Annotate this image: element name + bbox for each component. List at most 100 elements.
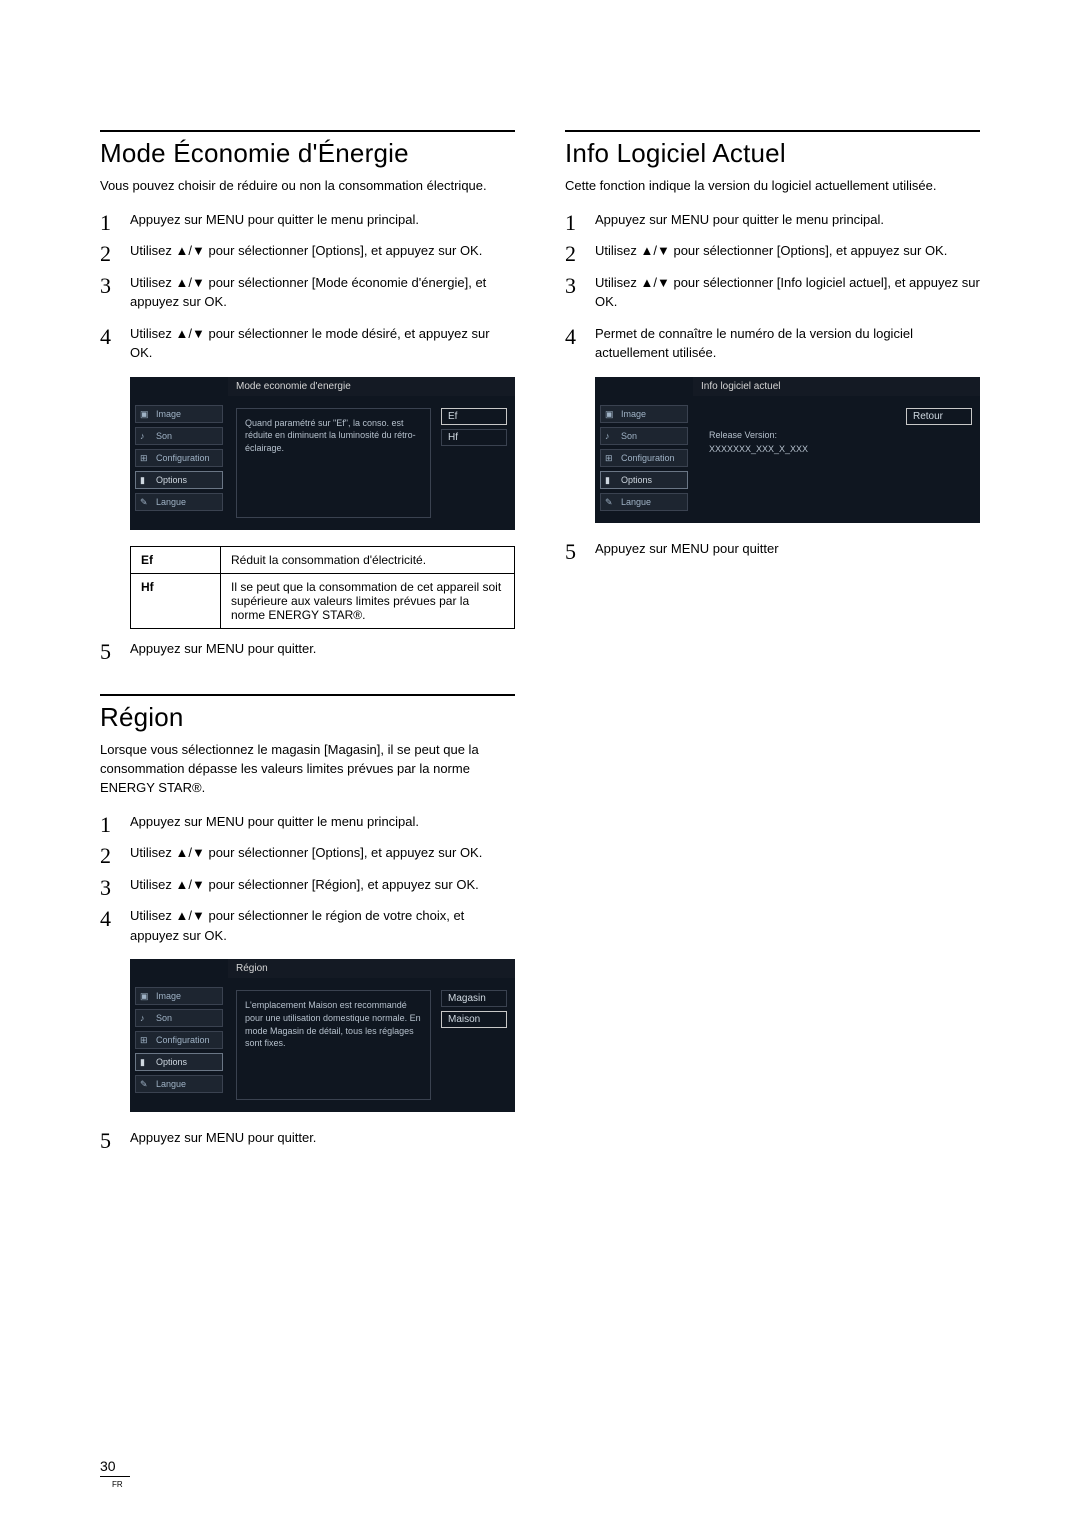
menu-header: Région bbox=[228, 959, 515, 978]
menu-item-config: ⊞Configuration bbox=[600, 449, 688, 467]
step: Utilisez ▲/▼ pour sélectionner [Info log… bbox=[565, 273, 980, 312]
table-val: Il se peut que la consommation de cet ap… bbox=[221, 573, 515, 628]
config-icon: ⊞ bbox=[605, 453, 617, 463]
table-val: Réduit la consommation d'électricité. bbox=[221, 546, 515, 573]
energy-menu-ui: ▣Image ♪Son ⊞Configuration ▮Options ✎Lan… bbox=[130, 377, 515, 530]
step: Utilisez ▲/▼ pour sélectionner [Options]… bbox=[100, 843, 515, 863]
menu-body: L'emplacement Maison est recommandé pour… bbox=[228, 978, 515, 1112]
section-info: Info Logiciel Actuel Cette fonction indi… bbox=[565, 130, 980, 558]
menu-body: Quand paramétré sur "Ef", la conso. est … bbox=[228, 396, 515, 530]
step: Utilisez ▲/▼ pour sélectionner [Options]… bbox=[100, 241, 515, 261]
config-icon: ⊞ bbox=[140, 453, 152, 463]
menu-header: Mode economie d'energie bbox=[228, 377, 515, 396]
step: Appuyez sur MENU pour quitter. bbox=[100, 639, 515, 659]
step: Permet de connaître le numéro de la vers… bbox=[565, 324, 980, 363]
menu-opts: Magasin Maison bbox=[441, 990, 507, 1100]
sound-icon: ♪ bbox=[140, 431, 152, 441]
step: Appuyez sur MENU pour quitter. bbox=[100, 1128, 515, 1148]
right-column: Info Logiciel Actuel Cette fonction indi… bbox=[565, 130, 980, 1162]
version-value: XXXXXXX_XXX_X_XXX bbox=[709, 442, 888, 456]
menu-opt-retour: Retour bbox=[906, 408, 972, 425]
menu-desc: Quand paramétré sur "Ef", la conso. est … bbox=[236, 408, 431, 518]
table-key: Hf bbox=[131, 573, 221, 628]
menu-opt: Magasin bbox=[441, 990, 507, 1007]
section-region: Région Lorsque vous sélectionnez le maga… bbox=[100, 694, 515, 1148]
rule bbox=[565, 130, 980, 132]
table-row: Hf Il se peut que la consommation de cet… bbox=[131, 573, 515, 628]
section-energy: Mode Économie d'Énergie Vous pouvez choi… bbox=[100, 130, 515, 658]
section-title: Info Logiciel Actuel bbox=[565, 138, 980, 169]
step: Appuyez sur MENU pour quitter le menu pr… bbox=[100, 812, 515, 832]
menu-opt: Ef bbox=[441, 408, 507, 425]
menu-opt: Hf bbox=[441, 429, 507, 446]
config-icon: ⊞ bbox=[140, 1035, 152, 1045]
menu-item-options: ▮Options bbox=[135, 471, 223, 489]
step: Appuyez sur MENU pour quitter bbox=[565, 539, 980, 559]
region-menu-ui: ▣Image ♪Son ⊞Configuration ▮Options ✎Lan… bbox=[130, 959, 515, 1112]
menu-item-image: ▣Image bbox=[135, 987, 223, 1005]
step: Utilisez ▲/▼ pour sélectionner [Options]… bbox=[565, 241, 980, 261]
step: Appuyez sur MENU pour quitter le menu pr… bbox=[565, 210, 980, 230]
step: Utilisez ▲/▼ pour sélectionner le mode d… bbox=[100, 324, 515, 363]
menu-item-image: ▣Image bbox=[135, 405, 223, 423]
menu-opt: Maison bbox=[441, 1011, 507, 1028]
menu-item-son: ♪Son bbox=[600, 427, 688, 445]
menu-item-langue: ✎Langue bbox=[135, 493, 223, 511]
section-intro: Cette fonction indique la version du log… bbox=[565, 177, 980, 196]
menu-item-langue: ✎Langue bbox=[135, 1075, 223, 1093]
menu-sidebar: ▣Image ♪Son ⊞Configuration ▮Options ✎Lan… bbox=[130, 959, 228, 1112]
menu-header: Info logiciel actuel bbox=[693, 377, 980, 396]
menu-main: Mode economie d'energie Quand paramétré … bbox=[228, 377, 515, 530]
page-lang: FR bbox=[112, 1480, 123, 1489]
section-title: Région bbox=[100, 702, 515, 733]
image-icon: ▣ bbox=[140, 991, 152, 1001]
image-icon: ▣ bbox=[140, 409, 152, 419]
menu-sidebar: ▣Image ♪Son ⊞Configuration ▮Options ✎Lan… bbox=[595, 377, 693, 523]
table-key: Ef bbox=[131, 546, 221, 573]
menu-item-config: ⊞Configuration bbox=[135, 1031, 223, 1049]
energy-table: Ef Réduit la consommation d'électricité.… bbox=[130, 546, 515, 629]
rule bbox=[100, 130, 515, 132]
menu-item-options: ▮Options bbox=[600, 471, 688, 489]
region-final-step: Appuyez sur MENU pour quitter. bbox=[100, 1128, 515, 1148]
step: Appuyez sur MENU pour quitter le menu pr… bbox=[100, 210, 515, 230]
version-label: Release Version: bbox=[709, 428, 888, 442]
energy-final-step: Appuyez sur MENU pour quitter. bbox=[100, 639, 515, 659]
info-final-step: Appuyez sur MENU pour quitter bbox=[565, 539, 980, 559]
menu-item-son: ♪Son bbox=[135, 427, 223, 445]
section-intro: Vous pouvez choisir de réduire ou non la… bbox=[100, 177, 515, 196]
menu-desc: L'emplacement Maison est recommandé pour… bbox=[236, 990, 431, 1100]
menu-sidebar: ▣Image ♪Son ⊞Configuration ▮Options ✎Lan… bbox=[130, 377, 228, 530]
options-icon: ▮ bbox=[140, 475, 152, 485]
lang-icon: ✎ bbox=[140, 497, 152, 507]
energy-steps: Appuyez sur MENU pour quitter le menu pr… bbox=[100, 210, 515, 363]
section-title: Mode Économie d'Énergie bbox=[100, 138, 515, 169]
page-number: 30 bbox=[100, 1458, 130, 1477]
lang-icon: ✎ bbox=[140, 1079, 152, 1089]
lang-icon: ✎ bbox=[605, 497, 617, 507]
section-intro: Lorsque vous sélectionnez le magasin [Ma… bbox=[100, 741, 515, 798]
image-icon: ▣ bbox=[605, 409, 617, 419]
menu-version: Release Version: XXXXXXX_XXX_X_XXX bbox=[701, 408, 896, 511]
menu-body: Release Version: XXXXXXX_XXX_X_XXX Retou… bbox=[693, 396, 980, 523]
menu-main: Info logiciel actuel Release Version: XX… bbox=[693, 377, 980, 523]
menu-opts: Ef Hf bbox=[441, 408, 507, 518]
step: Utilisez ▲/▼ pour sélectionner le région… bbox=[100, 906, 515, 945]
menu-item-langue: ✎Langue bbox=[600, 493, 688, 511]
options-icon: ▮ bbox=[605, 475, 617, 485]
options-icon: ▮ bbox=[140, 1057, 152, 1067]
menu-main: Région L'emplacement Maison est recomman… bbox=[228, 959, 515, 1112]
sound-icon: ♪ bbox=[605, 431, 617, 441]
sound-icon: ♪ bbox=[140, 1013, 152, 1023]
info-steps: Appuyez sur MENU pour quitter le menu pr… bbox=[565, 210, 980, 363]
step: Utilisez ▲/▼ pour sélectionner [Mode éco… bbox=[100, 273, 515, 312]
step: Utilisez ▲/▼ pour sélectionner [Région],… bbox=[100, 875, 515, 895]
menu-item-config: ⊞Configuration bbox=[135, 449, 223, 467]
menu-item-image: ▣Image bbox=[600, 405, 688, 423]
menu-opts: Retour bbox=[906, 408, 972, 511]
info-menu-ui: ▣Image ♪Son ⊞Configuration ▮Options ✎Lan… bbox=[595, 377, 980, 523]
table-row: Ef Réduit la consommation d'électricité. bbox=[131, 546, 515, 573]
region-steps: Appuyez sur MENU pour quitter le menu pr… bbox=[100, 812, 515, 946]
rule bbox=[100, 694, 515, 696]
menu-item-son: ♪Son bbox=[135, 1009, 223, 1027]
